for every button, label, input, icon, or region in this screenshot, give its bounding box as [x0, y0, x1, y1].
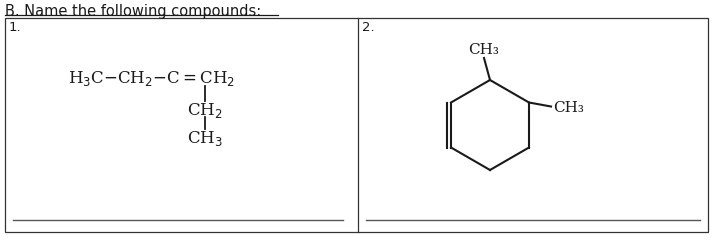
Text: B. Name the following compounds:: B. Name the following compounds:: [5, 4, 261, 19]
Text: CH₃: CH₃: [468, 43, 499, 57]
Text: 2.: 2.: [362, 21, 374, 34]
Text: H$_3$C$-$CH$_2$$-$C$=$CH$_2$: H$_3$C$-$CH$_2$$-$C$=$CH$_2$: [68, 68, 235, 87]
Bar: [5, 19, 708, 232]
Text: CH$_2$: CH$_2$: [188, 100, 223, 119]
Text: CH₃: CH₃: [553, 100, 584, 114]
Text: CH$_3$: CH$_3$: [187, 128, 223, 147]
Text: 1.: 1.: [9, 21, 21, 34]
